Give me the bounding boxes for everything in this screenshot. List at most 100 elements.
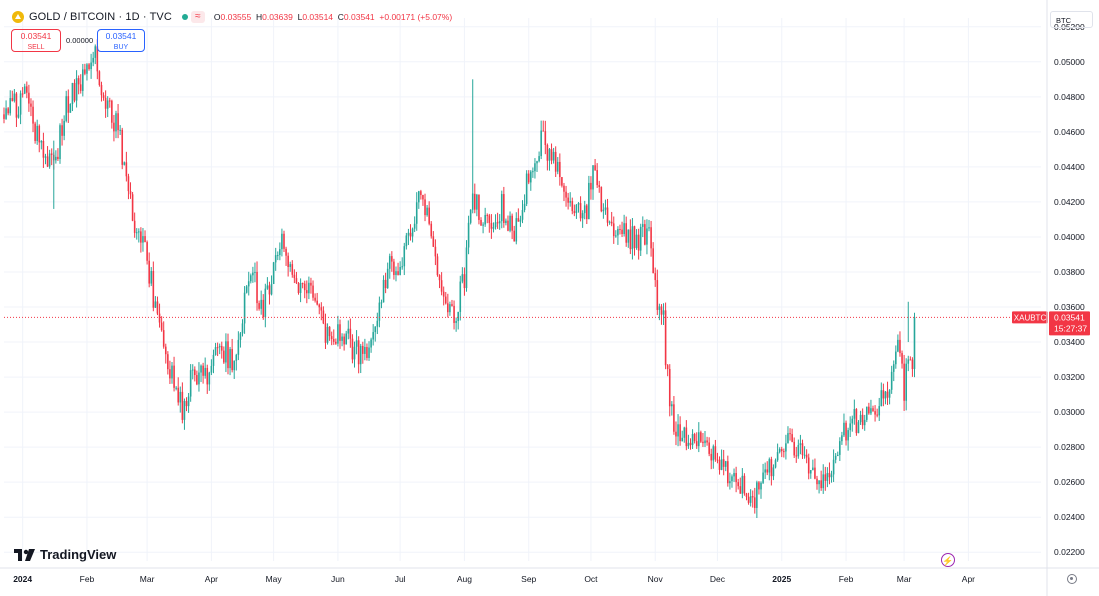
candle-body: [82, 69, 84, 91]
candle-body: [220, 345, 223, 351]
candle-body: [839, 441, 841, 455]
candle-body: [658, 306, 661, 310]
x-tick-label: 2024: [13, 574, 32, 584]
candle-body: [737, 482, 739, 487]
candle-body: [484, 215, 486, 225]
candle-body: [515, 218, 518, 242]
candle-body: [644, 224, 646, 245]
candle-body: [55, 156, 57, 161]
candle-body: [164, 346, 167, 355]
y-tick-label: 0.03800: [1054, 267, 1085, 277]
candle-body: [652, 248, 654, 274]
candle-body: [316, 300, 318, 305]
candle-body: [17, 114, 20, 118]
candle-body: [357, 340, 360, 365]
candle-body: [5, 108, 7, 119]
x-tick-label: Feb: [80, 574, 95, 584]
candle-body: [175, 387, 177, 389]
candle-body: [262, 299, 265, 318]
candle-body: [791, 434, 793, 442]
candle-body: [86, 64, 88, 74]
candle-body: [312, 285, 314, 298]
candle-body: [266, 285, 269, 289]
x-tick-label: Dec: [710, 574, 726, 584]
candle-body: [527, 173, 530, 183]
x-tick-label: Jun: [331, 574, 345, 584]
tradingview-logo[interactable]: TradingView: [14, 547, 116, 562]
candle-body: [785, 443, 787, 452]
currency-selector[interactable]: BTC: [1050, 11, 1093, 28]
candle-body: [324, 323, 327, 343]
candle-body: [310, 282, 312, 286]
lightning-icon[interactable]: ⚡: [941, 553, 955, 567]
candle-body: [600, 186, 603, 212]
sell-button[interactable]: 0.03541 SELL: [11, 29, 61, 52]
candle-body: [102, 95, 105, 98]
candle-body: [326, 326, 329, 343]
bar-countdown-label: 15:27:37: [1054, 323, 1087, 333]
buy-label: BUY: [113, 44, 129, 51]
candle-body: [239, 333, 242, 340]
candle-body: [656, 280, 659, 310]
candle-body: [729, 481, 731, 484]
candle-body: [878, 406, 881, 416]
candle-body: [847, 430, 849, 441]
candle-body: [212, 354, 215, 366]
market-status[interactable]: ≈: [181, 11, 205, 23]
candle-body: [895, 351, 897, 365]
symbol-title[interactable]: GOLD / BITCOIN · 1D · TVC: [29, 11, 172, 23]
candle-body: [724, 461, 727, 467]
candle-body: [424, 199, 426, 216]
candle-body: [602, 209, 605, 212]
symbol-tag-label: XAUBTC: [1014, 313, 1047, 322]
candle-body: [100, 84, 103, 96]
candle-body: [818, 480, 820, 485]
candle-body: [459, 281, 462, 312]
candle-body: [720, 459, 723, 470]
candle-body: [393, 261, 395, 276]
candle-body: [783, 451, 785, 453]
candle-body: [861, 414, 864, 426]
candle-body: [92, 57, 94, 63]
candle-body: [577, 203, 580, 205]
price-axis[interactable]: 0.05200 0.05000 0.04800 0.04600 0.04400 0.042…: [1046, 0, 1085, 596]
candle-body: [380, 302, 383, 304]
candle-body: [739, 486, 742, 494]
candle-body: [907, 359, 910, 364]
candle-body: [196, 375, 198, 385]
candle-body: [756, 482, 758, 508]
time-axis[interactable]: 2024 Feb Mar Apr May Jun Jul Aug Sep Oct Nov Dec 202…: [0, 567, 1099, 584]
tradingview-logo-icon: [14, 548, 35, 561]
candle-body: [716, 459, 719, 461]
candle-body: [575, 204, 578, 214]
candle-body: [227, 341, 229, 369]
candle-body: [26, 86, 28, 93]
candle-body: [420, 191, 422, 195]
candle-body: [639, 226, 642, 251]
candle-body: [88, 64, 90, 70]
candle-body: [436, 256, 439, 276]
candle-body: [320, 307, 323, 311]
candle-body: [94, 46, 97, 58]
gear-icon[interactable]: [1067, 574, 1077, 584]
candle-body: [490, 222, 493, 229]
candle-body: [498, 221, 501, 224]
candle-body: [650, 227, 652, 249]
candle-body: [544, 131, 547, 145]
buy-button[interactable]: 0.03541 BUY: [97, 29, 145, 52]
candle-body: [264, 288, 267, 318]
candle-body: [637, 234, 640, 251]
sell-price: 0.03541: [20, 31, 52, 41]
candle-body: [279, 249, 281, 256]
candle-body: [517, 218, 520, 222]
candle-body: [519, 219, 522, 222]
candle-body: [434, 246, 437, 257]
candle-body: [492, 227, 495, 229]
candle-body: [801, 443, 804, 456]
candle-body: [23, 86, 26, 94]
candle-body: [463, 274, 466, 289]
candle-body: [606, 207, 609, 223]
candle-body: [747, 496, 750, 503]
